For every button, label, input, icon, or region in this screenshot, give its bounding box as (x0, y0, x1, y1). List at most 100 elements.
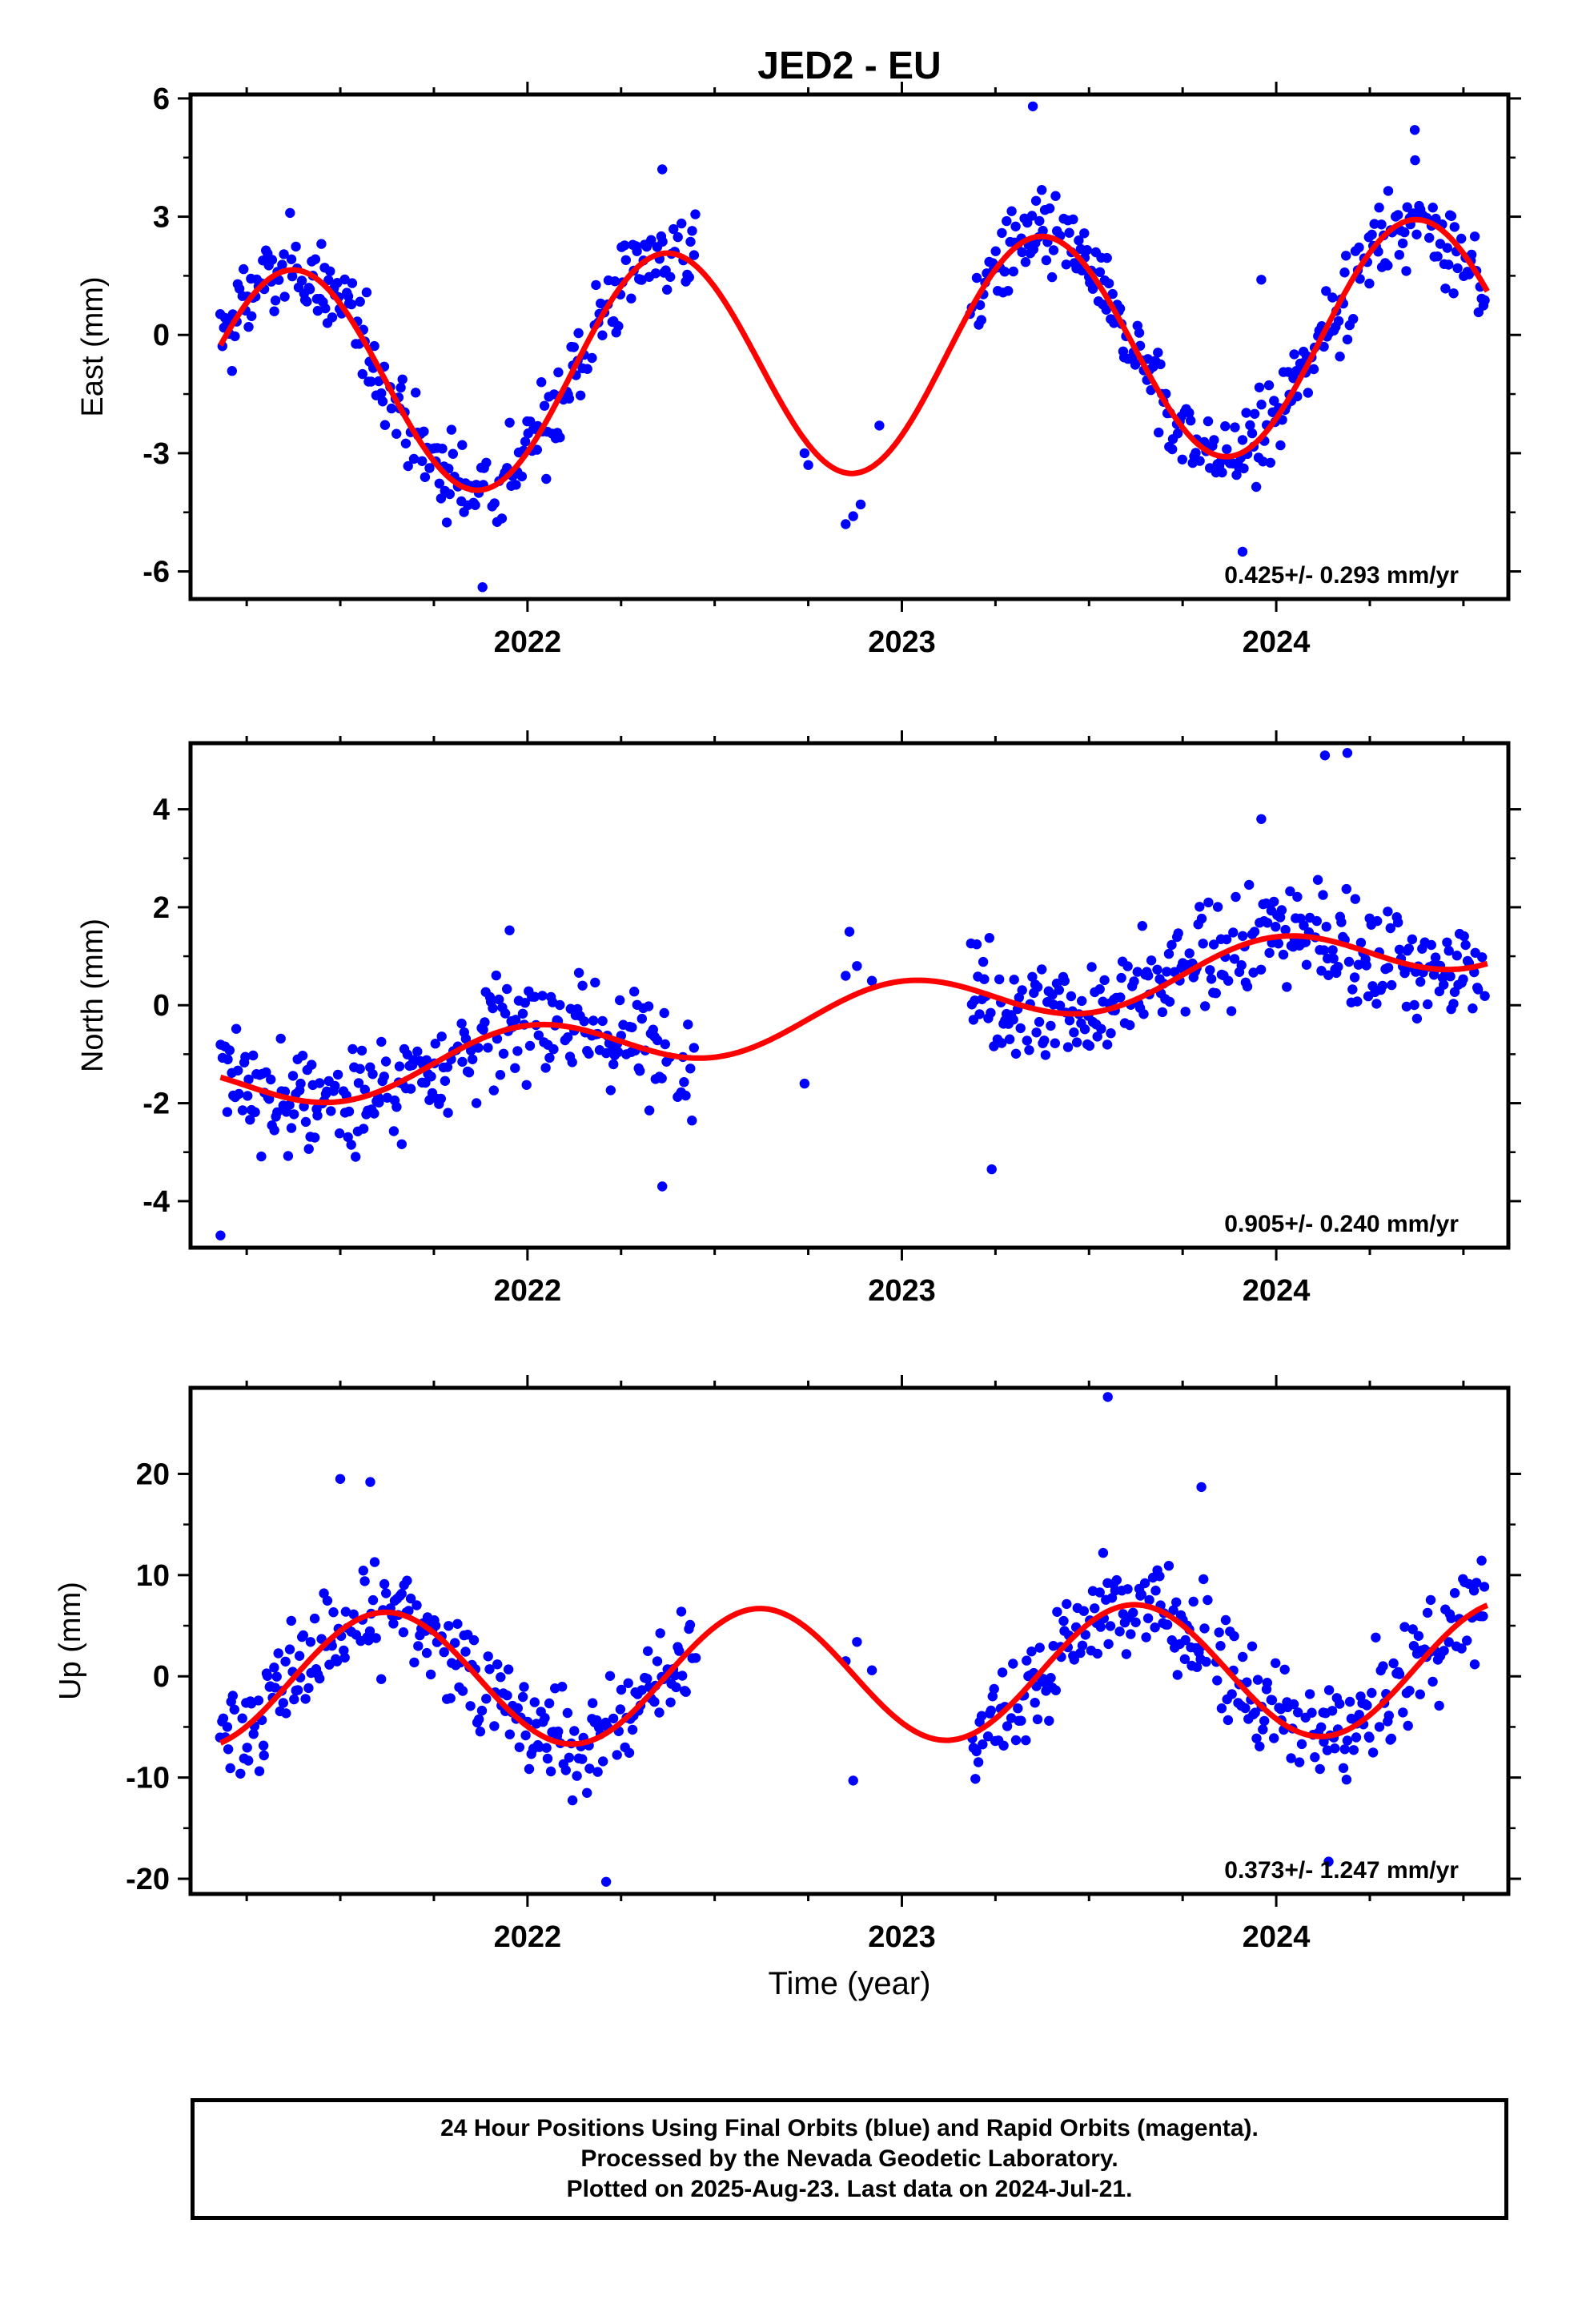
data-point-up (237, 1713, 247, 1723)
data-point-east (1269, 396, 1279, 406)
chart-title: JED2 - EU (757, 45, 941, 87)
data-point-east (1327, 292, 1338, 303)
data-point-up (598, 1756, 608, 1767)
data-point-north (1458, 974, 1468, 985)
data-point-east (650, 268, 661, 279)
data-point-east (1195, 456, 1205, 466)
data-point-east (1303, 388, 1314, 398)
data-point-north (615, 995, 625, 1006)
data-point-north (529, 991, 540, 1002)
data-point-up (1413, 1630, 1424, 1641)
data-point-up (1215, 1641, 1226, 1651)
data-point-north (1223, 975, 1234, 986)
data-point-up (1469, 1659, 1480, 1670)
data-point-up (1443, 1637, 1454, 1647)
data-point-north (567, 1057, 577, 1068)
data-point-north (1372, 915, 1383, 927)
data-point-east (1026, 211, 1038, 221)
x-tick-label-2024: 2024 (1243, 625, 1311, 659)
data-point-north (1039, 1035, 1050, 1046)
data-point-north (494, 994, 504, 1005)
data-point-north (1231, 891, 1241, 903)
data-point-north (1321, 922, 1331, 932)
plot-frame-north (188, 741, 1511, 1250)
data-point-north (1319, 750, 1331, 761)
data-point-north (1353, 959, 1364, 970)
data-point-up (242, 1743, 252, 1753)
data-point-up (452, 1618, 463, 1630)
data-point-east (632, 246, 642, 256)
data-point-up (652, 1656, 663, 1667)
data-point-east (1209, 435, 1219, 445)
data-point-north (248, 1050, 259, 1061)
data-point-up (998, 1740, 1009, 1751)
data-point-east (1256, 400, 1267, 410)
data-point-east (1002, 215, 1012, 227)
data-point-up (254, 1766, 265, 1776)
data-point-north (1054, 985, 1065, 995)
data-point-east (1109, 318, 1119, 328)
data-point-up (1030, 1698, 1040, 1708)
data-point-east (591, 279, 601, 291)
data-point-north (1017, 985, 1027, 995)
data-point-up (1111, 1574, 1122, 1586)
data-point-east (1247, 428, 1258, 439)
data-point-up (1229, 1630, 1239, 1642)
data-point-up (569, 1726, 580, 1736)
data-point-north (579, 1016, 589, 1027)
data-point-north (1383, 907, 1393, 917)
data-point-north (974, 1009, 985, 1019)
data-point-north (627, 1022, 637, 1033)
data-point-east (332, 278, 343, 288)
data-point-north (1236, 960, 1247, 971)
data-point-up (289, 1694, 299, 1705)
data-point-east (1342, 334, 1353, 345)
data-point-north (369, 1108, 379, 1119)
data-point-up (1223, 1715, 1234, 1726)
y-tick-label: -4 (143, 1185, 170, 1219)
data-point-east (312, 305, 323, 316)
data-point-north (334, 1128, 345, 1139)
data-point-north (284, 1100, 295, 1111)
data-point-up (592, 1715, 602, 1726)
data-point-north (289, 1109, 299, 1120)
data-point-up (1407, 1624, 1418, 1634)
data-point-north (1212, 902, 1223, 912)
data-point-east (391, 428, 402, 439)
data-point-up (1122, 1584, 1133, 1594)
data-point-east (444, 489, 455, 500)
data-point-east (976, 315, 987, 325)
data-point-north (685, 1063, 696, 1074)
data-point-north (590, 977, 600, 988)
data-point-up (365, 1477, 375, 1487)
data-point-north (1163, 948, 1174, 959)
data-point-north (1352, 996, 1363, 1007)
data-point-up (300, 1694, 311, 1704)
data-point-east (420, 472, 431, 482)
data-point-north (1255, 964, 1267, 975)
data-point-north (307, 1059, 317, 1070)
data-point-north (1316, 966, 1327, 976)
data-point-up (1408, 1641, 1419, 1651)
data-point-north (1299, 920, 1309, 931)
data-point-east (366, 376, 376, 387)
data-point-up (674, 1646, 685, 1656)
data-point-north (1273, 939, 1284, 949)
data-point-up (371, 1633, 381, 1643)
data-point-up (1449, 1588, 1460, 1598)
fit-curve-east (218, 216, 1490, 493)
data-point-north (1099, 975, 1110, 986)
data-point-up (1344, 1696, 1355, 1707)
data-point-east (369, 340, 379, 352)
x-tick-label-2022: 2022 (494, 1274, 562, 1308)
data-point-north (540, 1063, 551, 1073)
data-point-north (1282, 982, 1292, 992)
data-point-north (1311, 915, 1323, 927)
data-point-east (1446, 211, 1457, 221)
data-point-up (545, 1766, 556, 1777)
data-point-east (1050, 191, 1061, 201)
data-point-east (575, 390, 586, 400)
data-point-east (1038, 225, 1048, 236)
data-point-north (495, 1070, 506, 1080)
data-point-up (1166, 1635, 1178, 1646)
